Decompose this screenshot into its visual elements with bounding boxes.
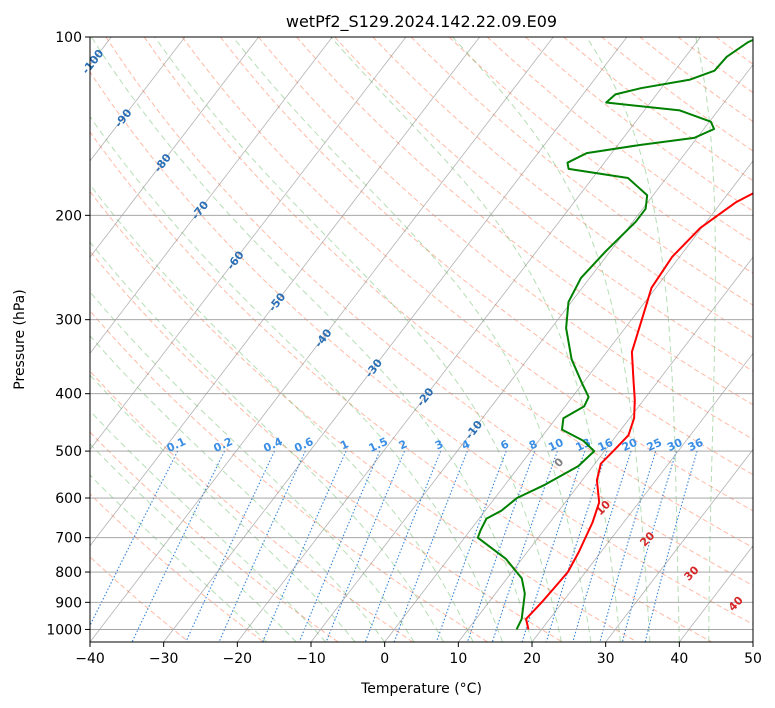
mixing-ratio-line [466, 450, 536, 642]
dry-adiabat [754, 37, 775, 642]
y-tick-label: 700 [55, 531, 82, 547]
x-tick-label: 0 [380, 651, 389, 667]
isotherm-line [163, 37, 628, 642]
axes: −40 −30 −20 −10 0 10 20 30 40 50 100 200 300 400 500 60… [46, 30, 762, 667]
mixing-ratio-line [364, 450, 442, 642]
mixing-ratio-label: 30 [665, 436, 685, 454]
mixing-ratio-line [435, 450, 507, 642]
moist-adiabat [90, 410, 327, 642]
mixing-ratio-label: 36 [686, 436, 706, 454]
isotherm-line [237, 37, 701, 642]
y-tick-label: 400 [55, 387, 82, 403]
y-tick-label: 800 [55, 565, 82, 581]
dry-adiabat [486, 37, 753, 243]
mixing-ratio-line [644, 450, 698, 642]
moist-adiabat [90, 291, 415, 642]
mixing-ratio-line [621, 450, 677, 642]
mixing-ratio-line [325, 450, 406, 642]
plot-frame [89, 36, 754, 643]
moist-adiabat [90, 183, 474, 642]
moist-adiabat [695, 37, 716, 642]
moist-adiabat [232, 37, 592, 642]
moist-adiabat [585, 37, 680, 642]
mixing-ratio-line [131, 450, 226, 642]
isotherm-line [90, 37, 407, 451]
isotherm-line [90, 37, 186, 162]
dry-adiabat [90, 71, 753, 625]
y-axis-label: Pressure (hPa) [12, 289, 28, 389]
plot-area [90, 37, 753, 642]
isotherm-line [458, 256, 753, 642]
dewpoint-profile-line [476, 38, 753, 630]
mixing-ratio-line [218, 450, 306, 642]
chart-title: wetPf2_S129.2024.142.22.09.E09 [286, 12, 557, 32]
isotherm-line [605, 448, 753, 642]
moist-adiabat [154, 37, 562, 642]
x-tick-label: −10 [296, 651, 326, 667]
y-tick-label: 500 [55, 444, 82, 460]
dry-adiabat [258, 37, 753, 440]
dry-adiabat [372, 37, 753, 339]
isotherm-line [90, 37, 333, 355]
y-tick-label: 300 [55, 313, 82, 329]
dry-adiabat [90, 250, 563, 642]
isotherm-line [752, 641, 753, 642]
dry-adiabat [143, 37, 753, 549]
isotherm-line [384, 160, 753, 642]
mixing-ratio-line [599, 450, 657, 642]
dry-adiabat [181, 37, 753, 512]
dry-adiabat [296, 37, 753, 406]
x-tick-label: 50 [744, 651, 762, 667]
isotherm-line [90, 37, 259, 258]
mixing-ratio-line [491, 450, 558, 642]
y-tick-label: 600 [55, 491, 82, 507]
mixing-ratio-line [393, 450, 468, 642]
profile-lines [476, 38, 753, 630]
dry-adiabat [105, 37, 753, 587]
y-tick-label: 200 [55, 208, 82, 224]
moist-adiabat [90, 335, 386, 642]
mixing-ratio-label: 25 [645, 436, 664, 454]
y-tick-label: 100 [55, 30, 82, 46]
mixing-ratio-label: 13 [574, 436, 593, 454]
mixing-ratio-label: 10 [546, 436, 566, 454]
dry-adiabat [90, 370, 414, 642]
background-lines [90, 37, 775, 642]
x-tick-label: 40 [670, 651, 688, 667]
moist-adiabat [452, 37, 651, 642]
temperature-profile-line [525, 192, 753, 630]
moist-adiabat [330, 37, 621, 642]
isotherm-line [90, 37, 480, 547]
y-tick-label: 900 [55, 595, 82, 611]
isotherm-line [90, 37, 554, 642]
moist-adiabat [90, 115, 503, 642]
mixing-ratio-line [185, 450, 275, 642]
dry-adiabat [90, 190, 638, 642]
mixing-ratio-line [90, 450, 179, 627]
x-axis-label: Temperature (°C) [360, 681, 482, 697]
x-tick-label: 20 [523, 651, 541, 667]
x-tick-label: −30 [149, 651, 179, 667]
x-tick-label: −20 [223, 651, 253, 667]
x-tick-label: 30 [597, 651, 615, 667]
isotherm-line [310, 64, 753, 642]
isotherm-line [531, 352, 753, 642]
mixing-ratio-label: 16 [596, 436, 616, 454]
y-tick-label: 1000 [46, 622, 82, 638]
mixing-ratio-line [298, 450, 381, 642]
moist-adiabat [91, 37, 533, 642]
x-tick-label: −40 [75, 651, 105, 667]
dry-adiabat [448, 37, 753, 274]
moist-adiabat [90, 241, 445, 642]
x-tick-label: 10 [449, 651, 467, 667]
